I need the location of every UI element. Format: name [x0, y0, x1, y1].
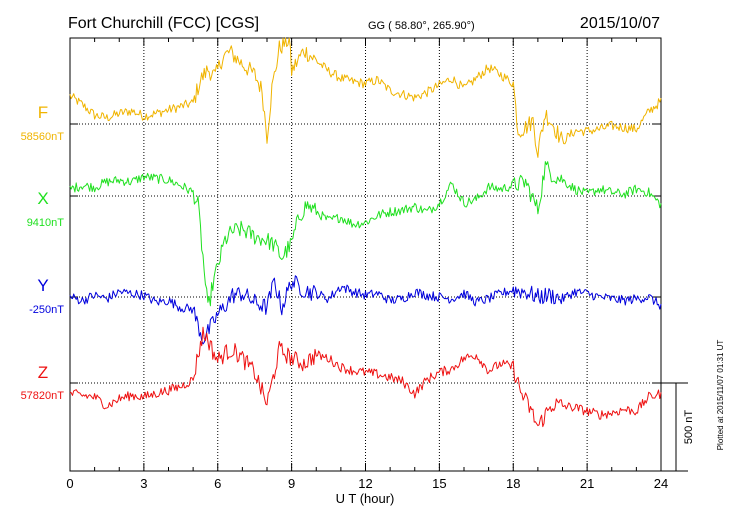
series-baseline-z: 57820nT [21, 390, 65, 402]
series-line-x [69, 161, 662, 307]
station-title: Fort Churchill (FCC) [CGS] [68, 15, 259, 32]
series-line-y [69, 275, 662, 345]
x-tick-label: 15 [432, 476, 446, 491]
x-tick-label: 18 [506, 476, 520, 491]
scale-bar: 500 nT [661, 382, 695, 472]
series-line-z [69, 326, 662, 428]
series-group [69, 37, 662, 428]
plotted-note: Plotted at 2015/11/07 01:31 UT [716, 340, 725, 451]
scale-bar-label: 500 nT [683, 410, 695, 445]
series-baseline-f: 58560nT [21, 131, 65, 143]
series-line-f [69, 37, 662, 158]
x-tick-label: 24 [654, 476, 668, 491]
date-label: 2015/10/07 [580, 15, 660, 32]
x-axis-label: U T (hour) [336, 491, 395, 506]
series-name-y: Y [37, 276, 48, 295]
series-name-f: F [38, 103, 48, 122]
x-tick-label: 21 [580, 476, 594, 491]
x-tick-label: 9 [288, 476, 295, 491]
series-name-z: Z [38, 363, 48, 382]
coords-label: GG ( 58.80°, 265.90°) [368, 20, 475, 32]
x-tick-label: 0 [66, 476, 73, 491]
grid-lines [70, 38, 661, 471]
series-baseline-y: -250nT [29, 304, 64, 316]
x-tick-label: 6 [214, 476, 221, 491]
x-tick-label: 3 [140, 476, 147, 491]
x-tick-label: 12 [358, 476, 372, 491]
series-name-x: X [37, 189, 48, 208]
series-baseline-x: 9410nT [27, 217, 65, 229]
x-ticks: 0 3 6 9 12 15 18 21 24 [66, 38, 668, 491]
series-labels: F 58560nT X 9410nT Y -250nT Z 57820nT [21, 103, 65, 402]
